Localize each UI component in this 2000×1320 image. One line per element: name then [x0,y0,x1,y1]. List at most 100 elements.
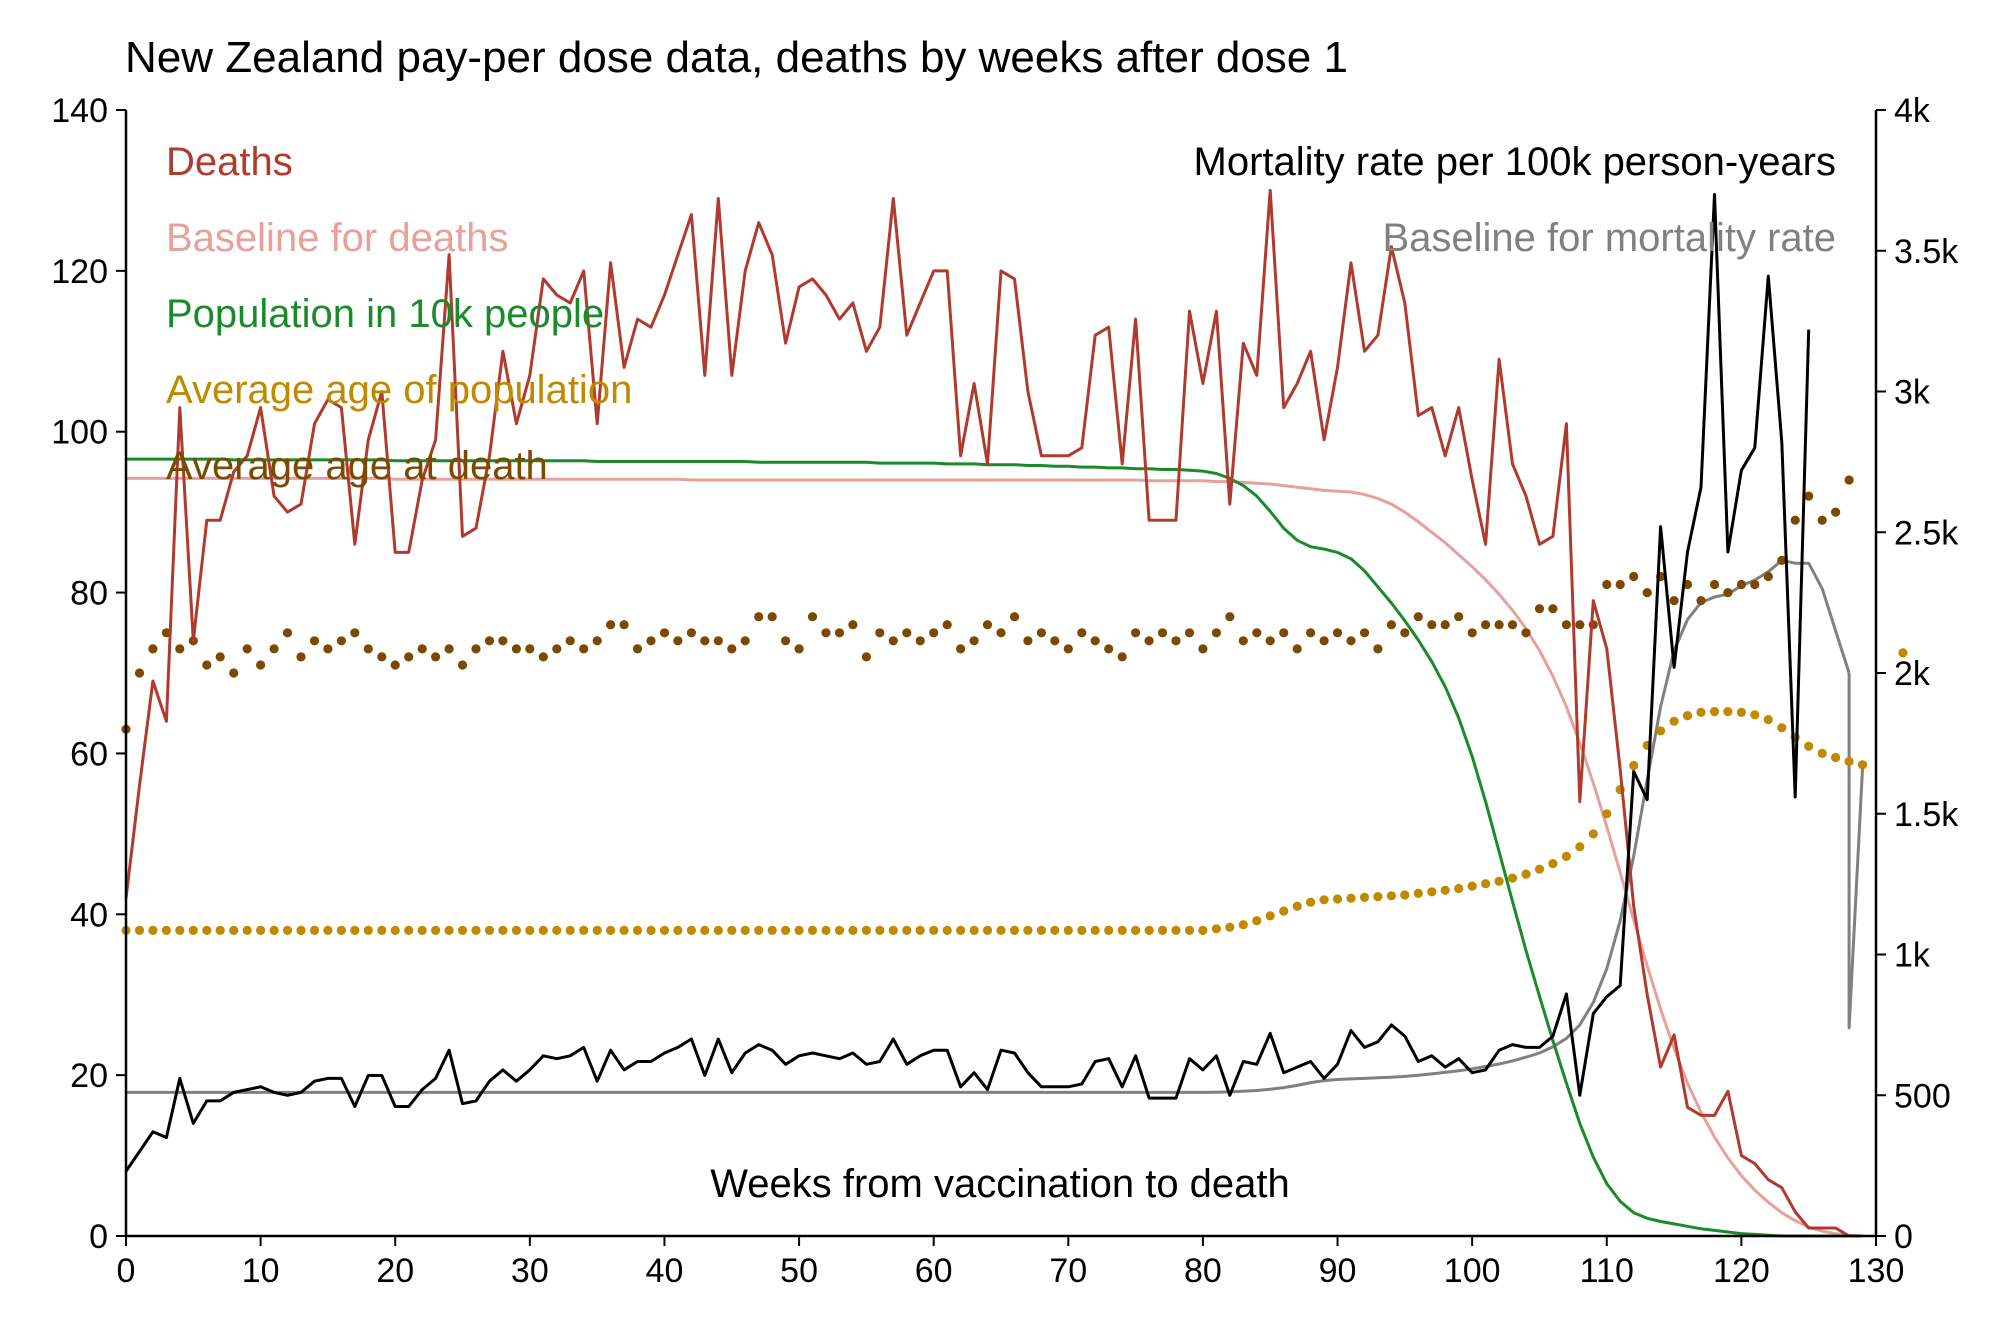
point-average-age-of-population [942,925,952,936]
point-average-age-at-death [1763,571,1773,582]
point-average-age-of-population [1386,891,1396,901]
point-average-age-at-death [713,636,723,646]
point-average-age-of-population [377,925,387,936]
point-average-age-at-death [471,644,481,654]
point-average-age-of-population [1588,829,1598,839]
series-average-age-at-death [121,475,1854,734]
point-average-age-at-death [646,636,656,646]
legend-average-age-at-death: Average age at death [166,444,548,488]
point-average-age-at-death [1575,620,1585,630]
point-average-age-of-population [659,925,670,936]
point-average-age-at-death [390,660,400,670]
point-average-age-at-death [875,628,885,638]
point-average-age-at-death [215,652,225,662]
point-average-age-of-population [982,925,993,936]
point-average-age-of-population [242,925,252,936]
point-average-age-of-population [592,925,602,936]
point-average-age-at-death [296,652,306,662]
point-average-age-of-population [740,925,750,936]
point-average-age-at-death [498,636,508,646]
point-average-age-of-population [767,925,777,936]
point-average-age-of-population [807,925,818,936]
point-average-age-at-death [1642,588,1652,598]
point-average-age-of-population [848,925,858,936]
point-average-age-of-population [673,925,683,936]
point-average-age-at-death [982,620,993,630]
point-average-age-at-death [1790,515,1800,525]
point-average-age-at-death [686,628,697,638]
y-left-tick-label: 120 [51,253,108,291]
point-average-age-at-death [1171,636,1181,646]
point-average-age-at-death [1009,612,1020,622]
point-average-age-of-population [1548,859,1558,869]
point-average-age-of-population [700,925,710,936]
point-average-age-at-death [1131,628,1141,638]
point-average-age-of-population [1198,925,1208,936]
point-average-age-of-population [996,925,1006,936]
point-average-age-at-death [1211,628,1221,638]
point-average-age-at-death [848,620,858,630]
point-average-age-at-death [309,636,320,646]
point-average-age-of-population [484,925,495,936]
point-average-age-of-population [1844,756,1854,767]
point-average-age-of-population [1467,881,1477,891]
point-average-age-of-population [1252,916,1262,926]
point-average-age-of-population [1763,715,1773,725]
point-average-age-of-population [606,925,616,936]
point-average-age-of-population [1440,885,1450,895]
point-average-age-of-population [1507,873,1518,883]
point-average-age-of-population [1346,893,1356,903]
point-average-age-of-population [754,925,764,936]
point-average-age-at-death [727,644,737,654]
point-average-age-of-population [511,925,521,936]
point-average-age-of-population [175,925,185,936]
y-right-tick-label: 2.5k [1894,514,1959,552]
point-average-age-of-population [1831,752,1841,763]
legend-mortality-rate-per-100k-person-years: Mortality rate per 100k person-years [1194,140,1837,184]
point-average-age-at-death [1413,612,1423,622]
point-average-age-at-death [942,620,952,630]
point-average-age-of-population [229,925,239,936]
series-average-age-of-population [121,648,1908,936]
point-average-age-at-death [888,636,898,646]
point-average-age-at-death [484,636,495,646]
point-average-age-of-population [956,925,966,936]
point-average-age-at-death [606,620,616,630]
x-tick-label: 20 [376,1252,414,1290]
point-average-age-of-population [1359,892,1370,903]
legend-average-age-of-population: Average age of population [166,368,632,412]
point-average-age-of-population [1481,879,1491,889]
point-average-age-at-death [1467,628,1477,638]
x-tick-label: 40 [646,1252,684,1290]
point-average-age-of-population [1104,925,1114,936]
legend-population-in-10k-people: Population in 10k people [166,292,604,336]
point-average-age-of-population [1561,851,1571,862]
point-average-age-at-death [1225,612,1235,622]
y-right-tick-label: 3k [1894,374,1931,412]
point-average-age-of-population [1144,925,1154,936]
point-average-age-of-population [1211,924,1221,934]
point-average-age-at-death [579,644,589,654]
point-average-age-at-death [1319,636,1329,646]
point-average-age-at-death [565,636,575,646]
point-average-age-of-population [1157,925,1168,936]
point-average-age-at-death [1184,628,1195,638]
point-average-age-at-death [1238,636,1248,646]
point-average-age-of-population [1238,920,1248,930]
x-tick-label: 120 [1713,1252,1770,1290]
point-average-age-at-death [969,636,979,646]
point-average-age-of-population [888,925,898,936]
point-average-age-of-population [1494,876,1504,886]
point-average-age-at-death [229,668,239,678]
point-average-age-of-population [1077,925,1087,936]
y-right-tick-label: 4k [1894,92,1931,130]
point-average-age-at-death [525,644,535,654]
point-average-age-at-death [794,644,804,654]
point-average-age-at-death [929,628,939,638]
point-average-age-at-death [269,644,279,654]
point-average-age-at-death [1292,644,1302,654]
point-average-age-of-population [1777,723,1787,733]
point-average-age-at-death [1831,507,1841,517]
y-left-tick-label: 140 [51,92,108,130]
point-average-age-at-death [592,636,602,646]
